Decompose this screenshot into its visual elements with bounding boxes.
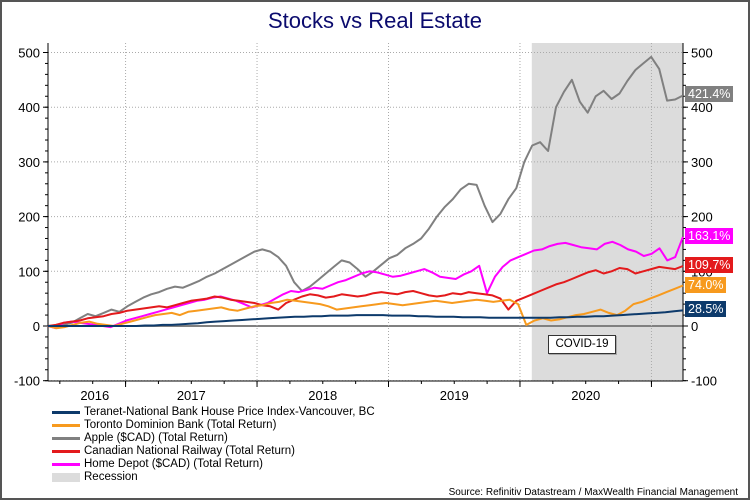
legend-label: Toronto Dominion Bank (Total Return) [84,419,277,431]
legend-label: Canadian National Railway (Total Return) [84,445,295,457]
y-tick-label-right: 500 [691,46,713,61]
series-line [47,236,684,330]
y-tick-label-left: 200 [18,210,40,225]
y-tick-label-left: -100 [14,374,40,389]
legend-swatch [52,473,80,482]
y-tick-label-left: 500 [18,46,40,61]
y-tick-label-left: 100 [18,264,40,279]
legend-swatch [52,424,80,427]
legend-item: Recession [52,471,375,484]
y-tick-label-left: 0 [33,319,40,334]
series-end-label: 421.4% [685,86,734,103]
x-tick-label: 2018 [308,388,337,403]
legend-label: Teranet-National Bank House Price Index-… [84,406,375,418]
legend-item: Apple ($CAD) (Total Return) [52,432,375,445]
series-end-label: 28.5% [685,301,727,318]
legend-item: Toronto Dominion Bank (Total Return) [52,419,375,432]
y-tick-label-right: 300 [691,155,713,170]
y-tick-label-left: 400 [18,100,40,115]
series-line [47,55,684,329]
x-tick-label: 2019 [440,388,469,403]
chart-title: Stocks vs Real Estate [268,8,482,33]
y-tick-label-right: -100 [691,374,717,389]
recession-band [531,43,683,381]
series-end-label: 109.7% [685,256,734,273]
legend-item: Teranet-National Bank House Price Index-… [52,406,375,419]
legend-swatch [52,411,80,414]
y-tick-label-right: 200 [691,210,713,225]
x-tick-label: 2020 [571,388,600,403]
legend-swatch [52,463,80,466]
legend-label: Recession [84,471,138,483]
legend-label: Apple ($CAD) (Total Return) [84,432,228,444]
y-tick-label-right: 0 [691,319,698,334]
series-end-label: 163.1% [685,227,734,244]
legend-swatch [52,450,80,453]
series-line [47,265,684,327]
legend-item: Canadian National Railway (Total Return) [52,445,375,458]
legend-item: Home Depot ($CAD) (Total Return) [52,458,375,471]
y-tick-label-left: 300 [18,155,40,170]
source-note: Source: Refinitiv Datastream / MaxWealth… [448,487,738,498]
series-line [47,284,684,330]
legend-swatch [52,437,80,440]
x-tick-label: 2016 [80,388,109,403]
x-tick-label: 2017 [177,388,206,403]
series-line [48,309,684,327]
legend-label: Home Depot ($CAD) (Total Return) [84,458,263,470]
legend: Teranet-National Bank House Price Index-… [52,406,375,484]
series-end-label: 74.0% [685,276,727,293]
y-tick-label-right: 400 [691,100,713,115]
recession-annotation: COVID-19 [548,335,616,354]
